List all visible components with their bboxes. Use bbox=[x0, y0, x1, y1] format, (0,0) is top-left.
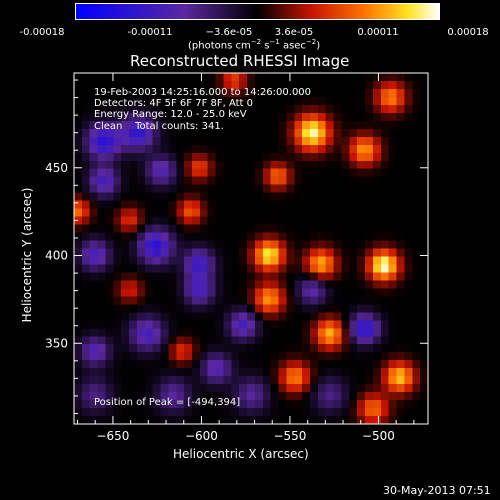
y-tick-label: 450 bbox=[45, 161, 68, 175]
energy-range-label: Energy Range: 12.0 - 25.0 keV bbox=[94, 109, 247, 120]
colorbar-units: (photons cm−2 s−1 asec−2) bbox=[188, 38, 321, 52]
chart-title: Reconstructed RHESSI Image bbox=[130, 52, 350, 70]
colorbar-tick: 3.6e-05 bbox=[274, 27, 314, 38]
colorbar-tick: −3.6e-05 bbox=[205, 27, 253, 38]
y-tick-label: 350 bbox=[45, 336, 68, 350]
detectors-label: Detectors: 4F 5F 6F 7F 8F, Att 0 bbox=[94, 98, 254, 109]
footer-date: 30-May-2013 07:51 bbox=[383, 484, 491, 497]
x-tick-label: −650 bbox=[96, 429, 129, 443]
x-tick-label: −600 bbox=[185, 429, 218, 443]
peak-position-label: Position of Peak = [-494,394] bbox=[94, 397, 241, 408]
x-axis-label: Heliocentric X (arcsec) bbox=[173, 447, 309, 461]
plot-frame bbox=[73, 72, 429, 425]
heatmap-image bbox=[74, 73, 428, 424]
colorbar-tick: -0.00018 bbox=[19, 27, 65, 38]
colorbar-tick: -0.00011 bbox=[127, 27, 173, 38]
clean-counts-label: Clean Total counts: 341. bbox=[94, 121, 224, 132]
heatmap-pixels bbox=[74, 73, 428, 424]
colorbar-tick: 0.00018 bbox=[447, 27, 489, 38]
colorbar-tick: 0.00011 bbox=[357, 27, 399, 38]
y-tick-label: 400 bbox=[45, 249, 68, 263]
x-tick-label: −500 bbox=[362, 429, 395, 443]
y-axis-label: Heliocentric Y (arcsec) bbox=[20, 187, 34, 323]
x-tick-label: −550 bbox=[273, 429, 306, 443]
time-range-label: 19-Feb-2003 14:25:16.000 to 14:26:00.000 bbox=[94, 87, 312, 98]
colorbar bbox=[75, 3, 440, 20]
